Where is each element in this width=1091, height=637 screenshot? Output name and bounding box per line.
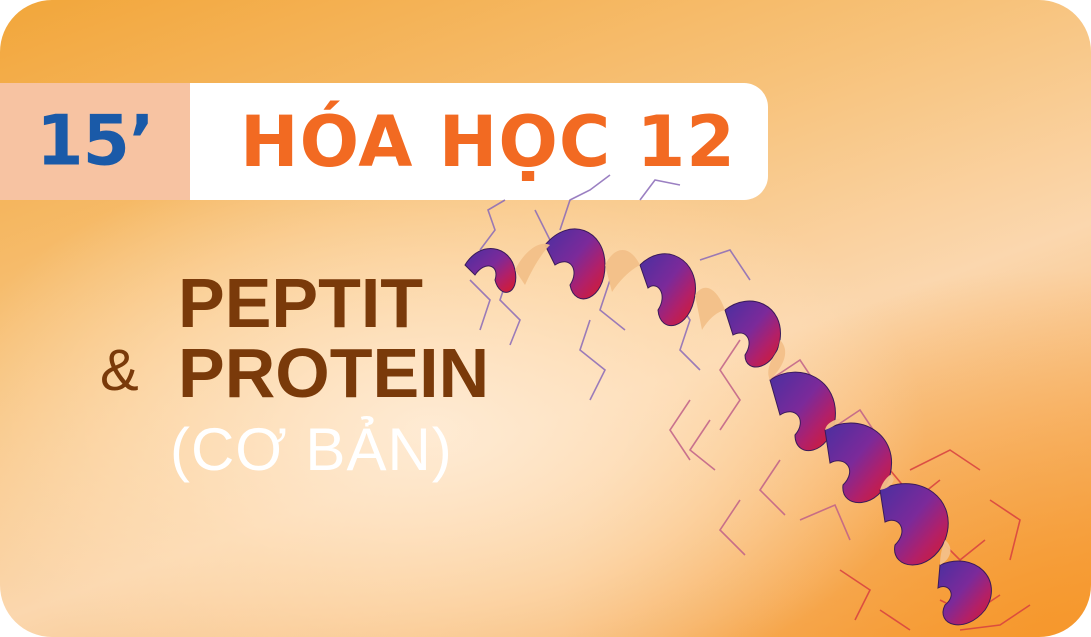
title-ampersand: & [100, 338, 139, 403]
subject-banner: HÓA HỌC 12 [190, 83, 768, 200]
protein-helix-icon [464, 174, 1031, 631]
header-band: 15’ HÓA HỌC 12 [0, 83, 768, 200]
duration-label: 15’ [36, 101, 154, 182]
title-line-protein: PROTEIN [178, 334, 490, 412]
duration-badge: 15’ [0, 83, 190, 200]
subject-title: HÓA HỌC 12 [240, 100, 737, 183]
title-line-peptit: PEPTIT [178, 264, 424, 342]
title-level: (CƠ BẢN) [170, 416, 453, 483]
